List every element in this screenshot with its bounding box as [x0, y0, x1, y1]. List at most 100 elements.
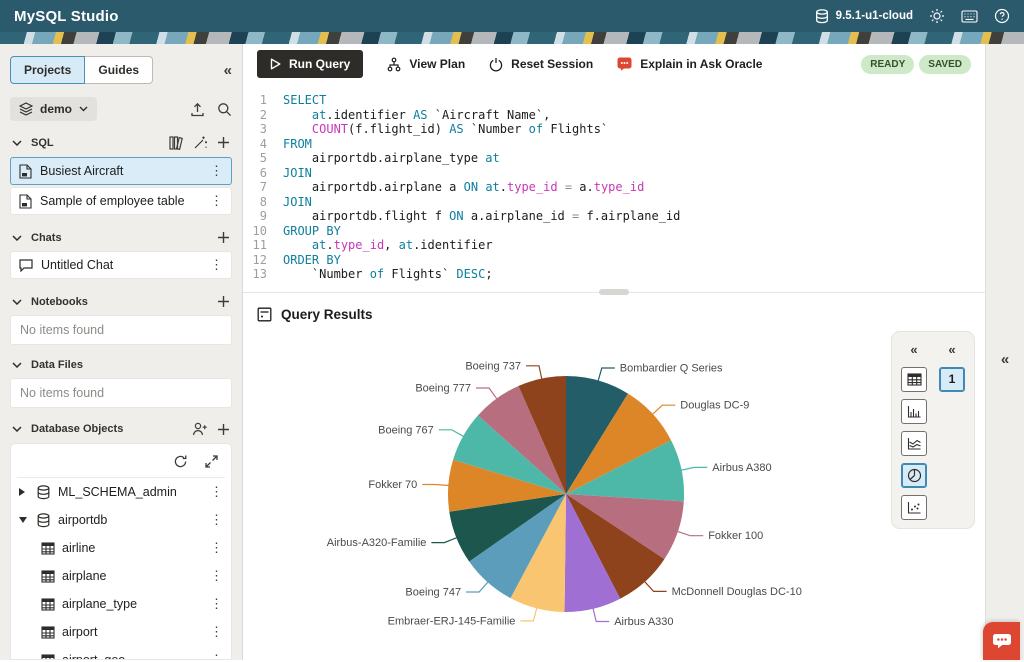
keyboard-icon[interactable]: [961, 10, 978, 23]
kebab-menu-icon[interactable]: ⋮: [210, 193, 223, 209]
tree-row-schema[interactable]: ML_SCHEMA_admin ⋮: [17, 478, 225, 506]
chevron-down-icon[interactable]: [12, 362, 22, 368]
section-notebooks: Notebooks: [12, 295, 230, 308]
tree-row-table[interactable]: airport ⋮: [17, 618, 225, 646]
database-icon: [36, 513, 51, 528]
power-icon: [489, 57, 503, 72]
caret-down-icon[interactable]: [19, 517, 29, 523]
add-chat-icon[interactable]: [217, 231, 230, 244]
code-line[interactable]: 2 at.identifier AS `Aircraft Name`,: [243, 108, 985, 123]
chart-tools-collapse-button[interactable]: «: [910, 340, 917, 360]
caret-right-icon[interactable]: [19, 488, 29, 496]
run-query-button[interactable]: Run Query: [257, 50, 363, 78]
kebab-menu-icon[interactable]: ⋮: [210, 163, 223, 179]
kebab-menu-icon[interactable]: ⋮: [210, 624, 223, 640]
tree-row-table[interactable]: airplane ⋮: [17, 562, 225, 590]
tree-row-schema[interactable]: airportdb ⋮: [17, 506, 225, 534]
pie-leader-line: [439, 429, 465, 436]
pie-label: Fokker 100: [708, 530, 763, 542]
kebab-menu-icon[interactable]: ⋮: [210, 512, 223, 528]
tree-row-table[interactable]: airplane_type ⋮: [17, 590, 225, 618]
code-line[interactable]: 7 airportdb.airplane a ON at.type_id = a…: [243, 180, 985, 195]
result-set-tab-1[interactable]: 1: [939, 367, 965, 392]
code-line[interactable]: 3 COUNT(f.flight_id) AS `Number of Fligh…: [243, 122, 985, 137]
pie-label: Airbus-A320-Familie: [327, 537, 427, 549]
project-selector[interactable]: demo: [10, 97, 97, 121]
area-chart-icon: [907, 437, 922, 450]
pie-leader-line: [422, 484, 450, 485]
explain-ask-oracle-button[interactable]: Explain in Ask Oracle: [617, 57, 762, 71]
code-line[interactable]: 6JOIN: [243, 166, 985, 181]
code-line[interactable]: 4FROM: [243, 137, 985, 152]
help-icon[interactable]: [994, 8, 1010, 24]
pie-leader-line: [431, 537, 458, 543]
table-icon: [41, 570, 55, 583]
add-connection-icon[interactable]: [217, 423, 230, 436]
chart-tools-panel: «: [891, 331, 975, 529]
code-line[interactable]: 5 airportdb.airplane_type at: [243, 151, 985, 166]
search-icon[interactable]: [217, 102, 232, 117]
pie-chart-icon: [907, 468, 922, 483]
code-line[interactable]: 1SELECT: [243, 93, 985, 108]
tab-guides[interactable]: Guides: [85, 56, 153, 84]
top-bar: MySQL Studio 9.5.1-u1-cloud: [0, 0, 1024, 32]
add-user-icon[interactable]: [192, 422, 208, 436]
app-title: MySQL Studio: [14, 8, 119, 25]
right-rail: «: [985, 44, 1024, 660]
right-panel-collapse-button[interactable]: «: [1001, 58, 1009, 660]
code-line[interactable]: 12ORDER BY: [243, 253, 985, 268]
chat-bubble-icon: [19, 259, 33, 272]
library-icon[interactable]: [169, 136, 184, 150]
magic-wand-icon[interactable]: [193, 135, 208, 150]
sql-item-busiest-aircraft[interactable]: Busiest Aircraft ⋮: [10, 157, 232, 185]
sql-editor[interactable]: 1SELECT2 at.identifier AS `Aircraft Name…: [243, 84, 985, 292]
expand-icon[interactable]: [204, 454, 219, 469]
reset-session-button[interactable]: Reset Session: [489, 57, 593, 72]
tab-projects[interactable]: Projects: [10, 56, 85, 84]
add-sql-icon[interactable]: [217, 136, 230, 149]
tree-row-table[interactable]: airport_geo ⋮: [17, 646, 225, 660]
kebab-menu-icon[interactable]: ⋮: [210, 596, 223, 612]
sidebar-collapse-button[interactable]: «: [224, 62, 232, 79]
chevron-down-icon[interactable]: [12, 140, 22, 146]
chart-type-area-button[interactable]: [901, 431, 927, 456]
code-line[interactable]: 9 airportdb.flight f ON a.airplane_id = …: [243, 209, 985, 224]
code-line[interactable]: 13 `Number of Flights` DESC;: [243, 267, 985, 282]
kebab-menu-icon[interactable]: ⋮: [210, 484, 223, 500]
line-number: 2: [243, 108, 273, 123]
pie-leader-line: [520, 606, 537, 621]
chat-item-untitled[interactable]: Untitled Chat ⋮: [10, 251, 232, 279]
decorative-banner: [0, 32, 1024, 44]
upload-icon[interactable]: [190, 102, 205, 117]
ask-oracle-floating-button[interactable]: [983, 622, 1020, 660]
chevron-down-icon[interactable]: [12, 235, 22, 241]
theme-sun-icon[interactable]: [929, 8, 945, 24]
chart-type-scatter-button[interactable]: [901, 495, 927, 520]
chevron-down-icon[interactable]: [12, 299, 22, 305]
kebab-menu-icon[interactable]: ⋮: [210, 568, 223, 584]
chart-type-pie-button[interactable]: [901, 463, 927, 488]
code-line[interactable]: 8JOIN: [243, 195, 985, 210]
sql-file-icon: [19, 194, 32, 209]
chevron-down-icon[interactable]: [12, 426, 22, 432]
chart-area: Bombardier Q SeriesDouglas DC-9Airbus A3…: [243, 326, 985, 661]
chart-type-table-button[interactable]: [901, 367, 927, 392]
chart-type-bar-button[interactable]: [901, 399, 927, 424]
view-plan-button[interactable]: View Plan: [387, 57, 465, 72]
kebab-menu-icon[interactable]: ⋮: [210, 257, 223, 273]
scatter-chart-icon: [907, 501, 922, 514]
kebab-menu-icon[interactable]: ⋮: [210, 540, 223, 556]
tree-row-table[interactable]: airline ⋮: [17, 534, 225, 562]
kebab-menu-icon[interactable]: ⋮: [210, 652, 223, 660]
sql-item-sample-employee[interactable]: Sample of employee table ⋮: [10, 187, 232, 215]
result-set-collapse-button[interactable]: «: [948, 340, 955, 360]
code-line[interactable]: 11 at.type_id, at.identifier: [243, 238, 985, 253]
refresh-icon[interactable]: [173, 454, 188, 469]
version-indicator: 9.5.1-u1-cloud: [815, 9, 913, 24]
split-drag-handle[interactable]: [599, 289, 629, 295]
editor-toolbar: Run Query View Plan Reset Session Explai…: [243, 44, 985, 84]
code-line[interactable]: 10GROUP BY: [243, 224, 985, 239]
database-icon: [815, 9, 829, 24]
pie-leader-line: [676, 530, 703, 535]
add-notebook-icon[interactable]: [217, 295, 230, 308]
